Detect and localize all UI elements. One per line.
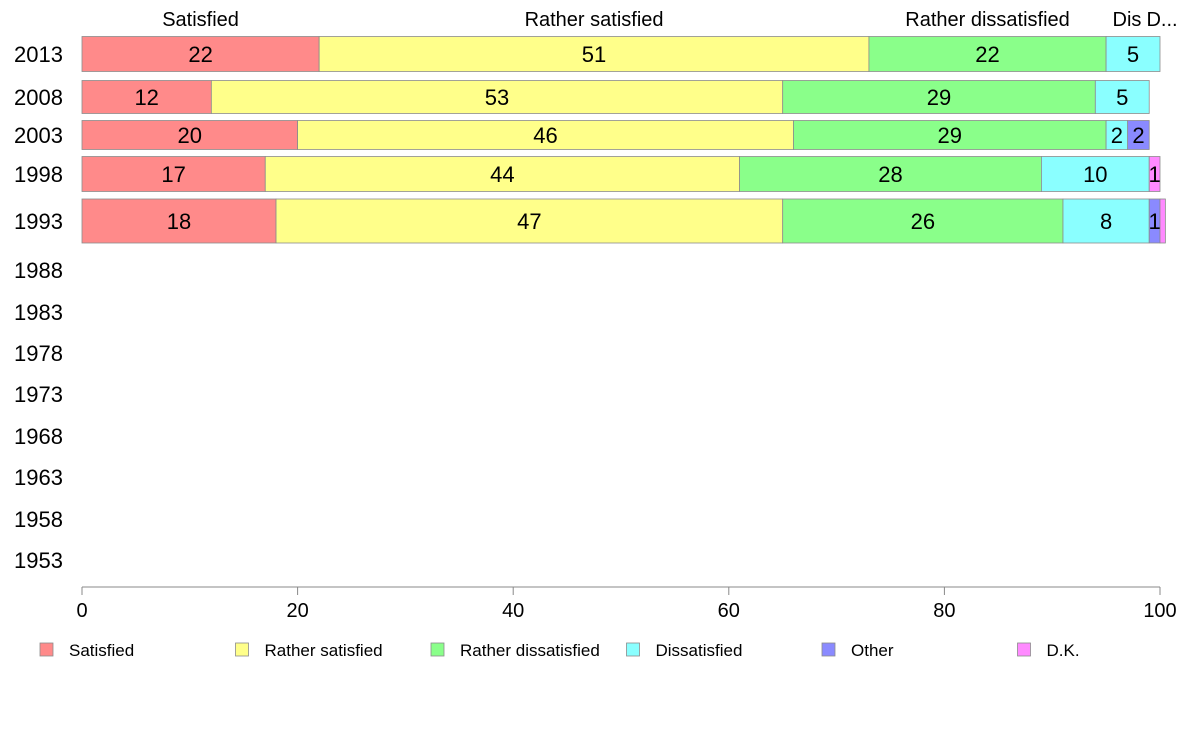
bar-segment <box>739 156 1042 192</box>
legend-label: Other <box>851 641 894 660</box>
year-label: 2013 <box>14 42 63 67</box>
bar-segment <box>210 80 784 114</box>
series-header-label: Dis <box>1113 9 1142 31</box>
data-label: 17 <box>161 162 185 187</box>
bar-segment <box>1062 198 1150 244</box>
x-tick-label: 20 <box>286 600 308 622</box>
data-label: 8 <box>1100 209 1112 234</box>
bar-segment <box>1094 80 1150 114</box>
data-label: 51 <box>582 42 606 67</box>
data-label: 1 <box>1148 162 1160 187</box>
data-label: 29 <box>938 123 962 148</box>
year-label: 1958 <box>14 507 63 532</box>
legend-label: D.K. <box>1047 641 1080 660</box>
data-label: 20 <box>178 123 202 148</box>
data-label: 18 <box>167 209 191 234</box>
data-label: 47 <box>517 209 541 234</box>
data-label: 10 <box>1083 162 1107 187</box>
data-label: 12 <box>134 85 158 110</box>
year-label: 2008 <box>14 85 63 110</box>
data-label: 22 <box>975 42 999 67</box>
year-label: 1973 <box>14 382 63 407</box>
data-label: 1 <box>1148 209 1160 234</box>
bar-segment <box>1127 120 1150 150</box>
data-label: 2 <box>1132 123 1144 148</box>
legend-label: Rather dissatisfied <box>460 641 600 660</box>
bar-segment <box>868 36 1107 72</box>
year-label: 1988 <box>14 258 63 283</box>
series-header-label: Satisfied <box>162 9 239 31</box>
data-label: 22 <box>188 42 212 67</box>
legend-swatch <box>235 642 249 657</box>
legend-label: Rather satisfied <box>265 641 383 660</box>
year-label: 2003 <box>14 123 63 148</box>
x-tick-label: 100 <box>1143 600 1176 622</box>
year-label: 1968 <box>14 424 63 449</box>
bar-segment <box>275 198 784 244</box>
data-label: 53 <box>485 85 509 110</box>
legend-label: Satisfied <box>69 641 134 660</box>
bar-segment <box>81 120 299 150</box>
bar-segment <box>81 80 212 114</box>
bar-segment <box>297 120 794 150</box>
x-tick-label: 40 <box>502 600 524 622</box>
legend-label: Dissatisfied <box>656 641 743 660</box>
data-label: 46 <box>533 123 557 148</box>
bar-segment <box>81 36 320 72</box>
legend-swatch <box>821 642 836 657</box>
x-tick-label: 80 <box>933 600 955 622</box>
legend-swatch <box>39 642 54 657</box>
series-header-label: Rather satisfied <box>525 9 664 31</box>
data-label: 5 <box>1127 42 1139 67</box>
year-label: 1998 <box>14 162 63 187</box>
bar-segment <box>318 36 870 72</box>
year-label: 1963 <box>14 465 63 490</box>
year-label: 1953 <box>14 548 63 573</box>
bar-segment <box>1105 36 1161 72</box>
data-label: 44 <box>490 162 514 187</box>
x-tick-label: 0 <box>76 600 87 622</box>
data-label: 29 <box>927 85 951 110</box>
legend-swatch <box>626 642 640 657</box>
bar-segment <box>81 156 266 192</box>
series-header-label: Rather dissatisfied <box>905 9 1070 31</box>
bar-segment <box>81 198 277 244</box>
bar-segment <box>264 156 740 192</box>
bar-segment <box>1159 198 1166 244</box>
year-label: 1993 <box>14 209 63 234</box>
series-header-label: D... <box>1146 9 1177 31</box>
year-label: 1983 <box>14 300 63 325</box>
x-tick-label: 60 <box>718 600 740 622</box>
year-label: 1978 <box>14 341 63 366</box>
data-label: 28 <box>878 162 902 187</box>
bar-segment <box>1148 156 1161 192</box>
bar-segment <box>782 198 1064 244</box>
legend-swatch <box>1017 642 1031 657</box>
data-label: 5 <box>1116 85 1128 110</box>
data-label: 26 <box>911 209 935 234</box>
legend-swatch <box>430 642 445 657</box>
bar-segment <box>782 80 1096 114</box>
data-label: 2 <box>1111 123 1123 148</box>
